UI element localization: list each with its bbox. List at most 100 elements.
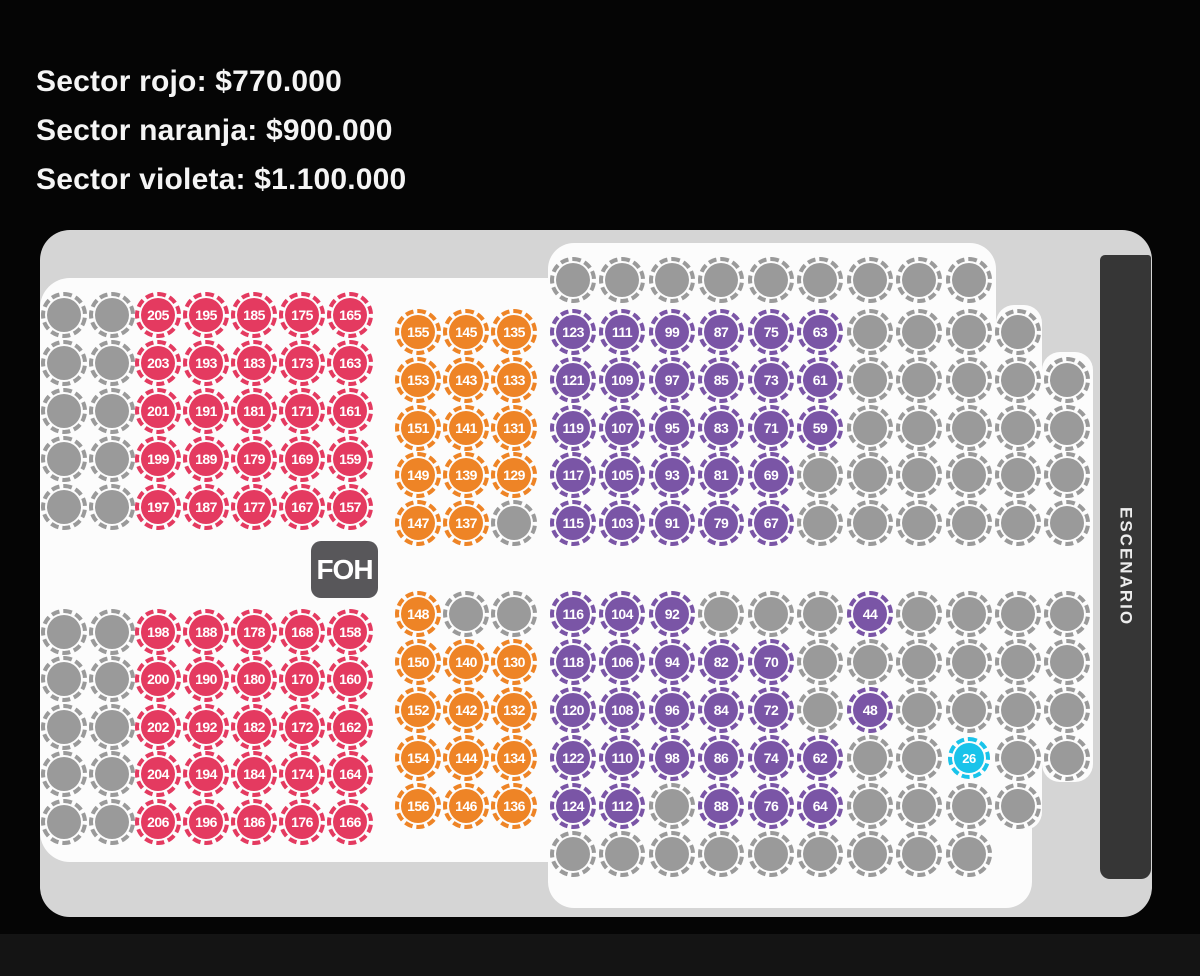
- seat-62[interactable]: 62: [797, 735, 843, 781]
- seat-123[interactable]: 123: [550, 309, 596, 355]
- seat-180[interactable]: 180: [231, 656, 277, 702]
- seat-130[interactable]: 130: [491, 639, 537, 685]
- seat-106[interactable]: 106: [599, 639, 645, 685]
- seat-189[interactable]: 189: [183, 436, 229, 482]
- seat-76[interactable]: 76: [748, 783, 794, 829]
- seat-120[interactable]: 120: [550, 687, 596, 733]
- seat-selected-26[interactable]: 26: [948, 737, 990, 779]
- seat-171[interactable]: 171: [279, 388, 325, 434]
- seat-168[interactable]: 168: [279, 609, 325, 655]
- seat-177[interactable]: 177: [231, 484, 277, 530]
- seat-199[interactable]: 199: [135, 436, 181, 482]
- seat-203[interactable]: 203: [135, 340, 181, 386]
- seat-192[interactable]: 192: [183, 704, 229, 750]
- seat-201[interactable]: 201: [135, 388, 181, 434]
- seat-191[interactable]: 191: [183, 388, 229, 434]
- seat-92[interactable]: 92: [649, 591, 695, 637]
- seat-64[interactable]: 64: [797, 783, 843, 829]
- seat-163[interactable]: 163: [327, 340, 373, 386]
- seat-140[interactable]: 140: [443, 639, 489, 685]
- seat-155[interactable]: 155: [395, 309, 441, 355]
- seat-108[interactable]: 108: [599, 687, 645, 733]
- seat-63[interactable]: 63: [797, 309, 843, 355]
- seat-176[interactable]: 176: [279, 799, 325, 845]
- seat-165[interactable]: 165: [327, 292, 373, 338]
- seat-170[interactable]: 170: [279, 656, 325, 702]
- seat-97[interactable]: 97: [649, 357, 695, 403]
- seat-139[interactable]: 139: [443, 452, 489, 498]
- seat-179[interactable]: 179: [231, 436, 277, 482]
- seat-195[interactable]: 195: [183, 292, 229, 338]
- seat-81[interactable]: 81: [698, 452, 744, 498]
- seat-182[interactable]: 182: [231, 704, 277, 750]
- seat-173[interactable]: 173: [279, 340, 325, 386]
- seat-205[interactable]: 205: [135, 292, 181, 338]
- seat-146[interactable]: 146: [443, 783, 489, 829]
- seat-85[interactable]: 85: [698, 357, 744, 403]
- seat-134[interactable]: 134: [491, 735, 537, 781]
- seat-157[interactable]: 157: [327, 484, 373, 530]
- seat-131[interactable]: 131: [491, 405, 537, 451]
- seat-122[interactable]: 122: [550, 735, 596, 781]
- seat-164[interactable]: 164: [327, 751, 373, 797]
- seat-74[interactable]: 74: [748, 735, 794, 781]
- seat-204[interactable]: 204: [135, 751, 181, 797]
- seat-159[interactable]: 159: [327, 436, 373, 482]
- seat-196[interactable]: 196: [183, 799, 229, 845]
- seat-109[interactable]: 109: [599, 357, 645, 403]
- seat-153[interactable]: 153: [395, 357, 441, 403]
- seat-186[interactable]: 186: [231, 799, 277, 845]
- seat-91[interactable]: 91: [649, 500, 695, 546]
- seat-82[interactable]: 82: [698, 639, 744, 685]
- seat-135[interactable]: 135: [491, 309, 537, 355]
- seat-71[interactable]: 71: [748, 405, 794, 451]
- seat-162[interactable]: 162: [327, 704, 373, 750]
- seat-87[interactable]: 87: [698, 309, 744, 355]
- seat-147[interactable]: 147: [395, 500, 441, 546]
- seat-148[interactable]: 148: [395, 591, 441, 637]
- seat-158[interactable]: 158: [327, 609, 373, 655]
- seat-99[interactable]: 99: [649, 309, 695, 355]
- seat-154[interactable]: 154: [395, 735, 441, 781]
- seat-143[interactable]: 143: [443, 357, 489, 403]
- seat-190[interactable]: 190: [183, 656, 229, 702]
- seat-149[interactable]: 149: [395, 452, 441, 498]
- seat-103[interactable]: 103: [599, 500, 645, 546]
- seat-202[interactable]: 202: [135, 704, 181, 750]
- seat-48[interactable]: 48: [847, 687, 893, 733]
- seat-72[interactable]: 72: [748, 687, 794, 733]
- seat-187[interactable]: 187: [183, 484, 229, 530]
- seat-59[interactable]: 59: [797, 405, 843, 451]
- seat-44[interactable]: 44: [847, 591, 893, 637]
- seat-160[interactable]: 160: [327, 656, 373, 702]
- seat-94[interactable]: 94: [649, 639, 695, 685]
- seat-107[interactable]: 107: [599, 405, 645, 451]
- seat-151[interactable]: 151: [395, 405, 441, 451]
- seat-152[interactable]: 152: [395, 687, 441, 733]
- seat-116[interactable]: 116: [550, 591, 596, 637]
- seat-200[interactable]: 200: [135, 656, 181, 702]
- seat-98[interactable]: 98: [649, 735, 695, 781]
- seat-181[interactable]: 181: [231, 388, 277, 434]
- seat-197[interactable]: 197: [135, 484, 181, 530]
- seat-84[interactable]: 84: [698, 687, 744, 733]
- seat-118[interactable]: 118: [550, 639, 596, 685]
- seat-86[interactable]: 86: [698, 735, 744, 781]
- seat-178[interactable]: 178: [231, 609, 277, 655]
- seat-188[interactable]: 188: [183, 609, 229, 655]
- seat-104[interactable]: 104: [599, 591, 645, 637]
- seat-184[interactable]: 184: [231, 751, 277, 797]
- seat-133[interactable]: 133: [491, 357, 537, 403]
- seat-110[interactable]: 110: [599, 735, 645, 781]
- seat-111[interactable]: 111: [599, 309, 645, 355]
- seat-129[interactable]: 129: [491, 452, 537, 498]
- seat-142[interactable]: 142: [443, 687, 489, 733]
- seat-67[interactable]: 67: [748, 500, 794, 546]
- seat-121[interactable]: 121: [550, 357, 596, 403]
- seat-95[interactable]: 95: [649, 405, 695, 451]
- seat-167[interactable]: 167: [279, 484, 325, 530]
- seat-88[interactable]: 88: [698, 783, 744, 829]
- seat-193[interactable]: 193: [183, 340, 229, 386]
- seat-117[interactable]: 117: [550, 452, 596, 498]
- seat-161[interactable]: 161: [327, 388, 373, 434]
